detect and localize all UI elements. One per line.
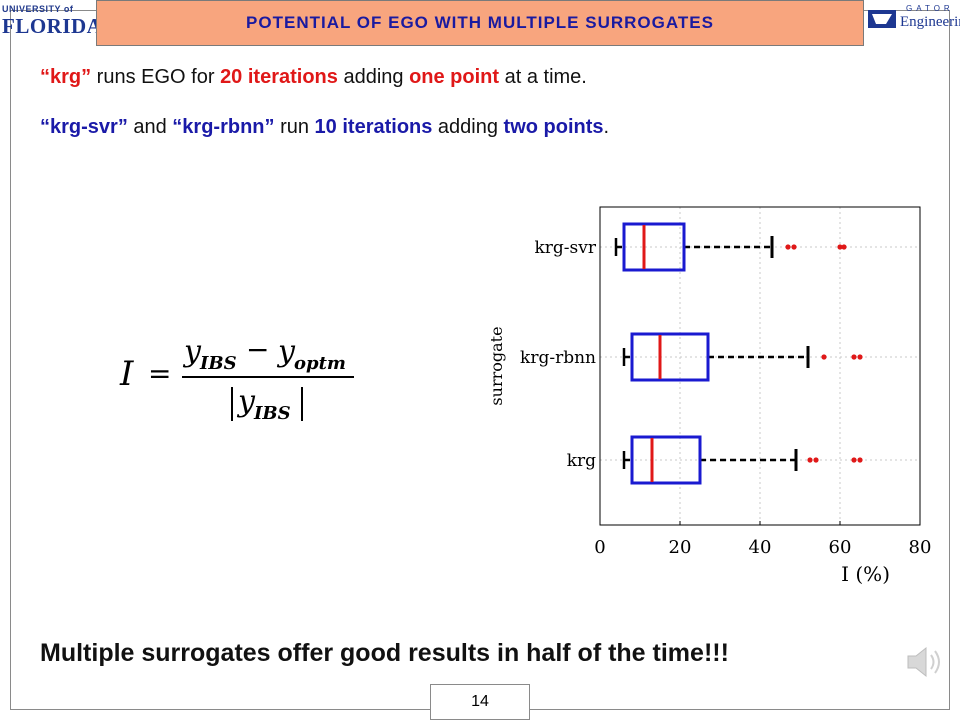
grid-layer bbox=[600, 207, 920, 525]
box-krg-svr bbox=[622, 222, 686, 272]
quote-krg-rbnn: “krg-rbnn” bbox=[172, 116, 275, 138]
y-axis-label: surrogate bbox=[487, 326, 506, 405]
outlier-point bbox=[851, 457, 857, 463]
text: adding bbox=[432, 116, 504, 138]
highlight-iterations: 20 iterations bbox=[220, 66, 338, 88]
bullet-line-multi: “krg-svr” and “krg-rbnn” run 10 iteratio… bbox=[40, 116, 609, 139]
text: at a time. bbox=[499, 66, 587, 88]
y-category-label: krg-rbnn bbox=[520, 348, 596, 368]
formula-num-a-sub: IBS bbox=[199, 353, 237, 374]
box-krg-rbnn bbox=[630, 332, 710, 382]
formula-den-sub: IBS bbox=[253, 403, 291, 424]
box-krg bbox=[630, 435, 702, 485]
quote-krg-svr: “krg-svr” bbox=[40, 116, 128, 138]
speaker-icon[interactable] bbox=[902, 640, 946, 684]
text: adding bbox=[337, 66, 410, 88]
formula-num-b: y bbox=[276, 334, 296, 369]
quote-krg: “krg” bbox=[40, 66, 92, 88]
x-tick-label: 20 bbox=[669, 537, 692, 558]
x-tick-label: 40 bbox=[749, 537, 772, 558]
outlier-point bbox=[857, 457, 863, 463]
outlier-point bbox=[785, 244, 791, 250]
logo-top-text: UNIVERSITY of bbox=[2, 4, 74, 14]
page-number-box: 14 bbox=[430, 684, 530, 720]
y-axis-categories: krg-svr krg-rbnn krg bbox=[520, 238, 597, 471]
slide-title: POTENTIAL OF EGO WITH MULTIPLE SURROGATE… bbox=[246, 13, 714, 32]
box-layer bbox=[614, 222, 863, 485]
title-banner: POTENTIAL OF EGO WITH MULTIPLE SURROGATE… bbox=[96, 0, 864, 46]
text: run bbox=[274, 116, 315, 138]
page-number: 14 bbox=[471, 693, 489, 710]
outlier-point bbox=[813, 457, 819, 463]
x-tick-label: 60 bbox=[829, 537, 852, 558]
outlier-point bbox=[841, 244, 847, 250]
outlier-point bbox=[851, 354, 857, 360]
text: . bbox=[603, 116, 610, 138]
formula-minus: − bbox=[246, 333, 269, 366]
formula-i: I = y IBS − y optm y IBS bbox=[119, 333, 354, 424]
gator-engineering-logo: GATOR Engineering bbox=[866, 4, 960, 38]
outlier-point bbox=[807, 457, 813, 463]
y-category-label: krg-svr bbox=[534, 238, 596, 258]
x-tick-label: 80 bbox=[909, 537, 932, 558]
x-tick-label: 0 bbox=[594, 537, 605, 558]
boxplot-chart: 0 20 40 60 80 krg-svr krg-rbnn krg I (%) surro… bbox=[487, 206, 931, 586]
outlier-point bbox=[821, 354, 827, 360]
formula-num-a: y bbox=[182, 334, 202, 369]
highlight-points: two points bbox=[503, 116, 604, 138]
x-axis-ticks: 0 20 40 60 80 bbox=[594, 521, 931, 558]
formula-lhs: I bbox=[119, 354, 134, 394]
highlight-points: one point bbox=[409, 66, 500, 88]
logo-gator-text: GATOR bbox=[906, 4, 954, 13]
outlier-point bbox=[791, 244, 797, 250]
y-category-label: krg bbox=[567, 451, 596, 471]
highlight-iterations: 10 iterations bbox=[314, 116, 433, 138]
text: and bbox=[127, 116, 173, 138]
x-axis-label: I (%) bbox=[841, 562, 890, 586]
logo-engineering-text: Engineering bbox=[900, 14, 960, 30]
formula-num-b-sub: optm bbox=[294, 353, 346, 374]
conclusion-text: Multiple surrogates offer good results i… bbox=[40, 639, 729, 667]
formula-equals: = bbox=[148, 357, 171, 390]
logo-bottom-text: FLORIDA bbox=[2, 14, 103, 38]
university-of-florida-logo: UNIVERSITY of FLORIDA bbox=[0, 2, 102, 38]
gator-emblem-icon bbox=[868, 10, 896, 28]
formula-den: y bbox=[236, 384, 256, 419]
outlier-point bbox=[857, 354, 863, 360]
text: runs EGO for bbox=[91, 66, 221, 88]
bullet-line-krg: “krg” runs EGO for 20 iterations adding … bbox=[40, 66, 587, 89]
outlier-point bbox=[837, 244, 843, 250]
